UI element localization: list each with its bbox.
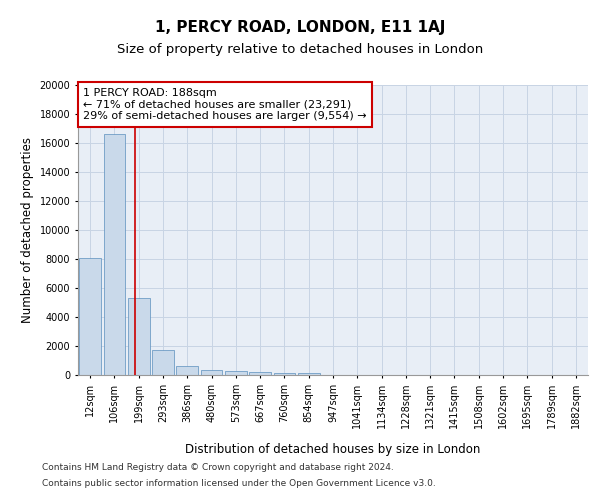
Text: Contains HM Land Registry data © Crown copyright and database right 2024.: Contains HM Land Registry data © Crown c…	[42, 464, 394, 472]
Bar	[298, 373, 320, 375]
Text: Contains public sector information licensed under the Open Government Licence v3: Contains public sector information licen…	[42, 478, 436, 488]
Bar	[104, 134, 125, 375]
Y-axis label: Number of detached properties: Number of detached properties	[21, 137, 34, 323]
Bar	[249, 372, 271, 375]
Text: 1 PERCY ROAD: 188sqm
← 71% of detached houses are smaller (23,291)
29% of semi-d: 1 PERCY ROAD: 188sqm ← 71% of detached h…	[83, 88, 367, 121]
Bar	[200, 370, 223, 375]
Bar	[79, 258, 101, 375]
Text: Distribution of detached houses by size in London: Distribution of detached houses by size …	[185, 442, 481, 456]
Bar	[274, 372, 295, 375]
Bar	[225, 371, 247, 375]
Text: Size of property relative to detached houses in London: Size of property relative to detached ho…	[117, 42, 483, 56]
Bar	[176, 366, 198, 375]
Bar	[128, 298, 149, 375]
Text: 1, PERCY ROAD, LONDON, E11 1AJ: 1, PERCY ROAD, LONDON, E11 1AJ	[155, 20, 445, 35]
Bar	[152, 350, 174, 375]
